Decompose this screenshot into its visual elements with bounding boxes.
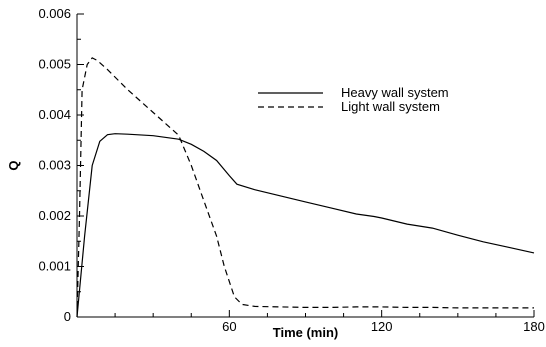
y-tick-label: 0.005 bbox=[38, 57, 71, 72]
legend-label: Heavy wall system bbox=[341, 85, 449, 100]
series-line-light-wall bbox=[76, 57, 534, 318]
ticks: 0 0.001 0.002 0.003 0.004 0.005 0.006 60 120 180 bbox=[38, 6, 544, 334]
y-axis-label: Q bbox=[6, 160, 21, 170]
y-tick-label: 0 bbox=[64, 309, 71, 324]
series-lines bbox=[76, 57, 535, 318]
y-tick-label: 0.004 bbox=[38, 107, 71, 122]
series-line-heavy-wall bbox=[76, 133, 535, 318]
axes bbox=[76, 14, 534, 318]
x-tick-label: 120 bbox=[371, 319, 393, 334]
y-tick-label: 0.003 bbox=[38, 158, 71, 173]
x-tick-label: 180 bbox=[523, 319, 545, 334]
x-axis-label: Time (min) bbox=[273, 325, 339, 340]
y-tick-label: 0.006 bbox=[38, 6, 71, 21]
y-tick-label: 0.001 bbox=[38, 259, 71, 274]
legend-label: Light wall system bbox=[341, 99, 440, 114]
x-tick-label: 60 bbox=[222, 319, 236, 334]
y-tick-label: 0.002 bbox=[38, 208, 71, 223]
